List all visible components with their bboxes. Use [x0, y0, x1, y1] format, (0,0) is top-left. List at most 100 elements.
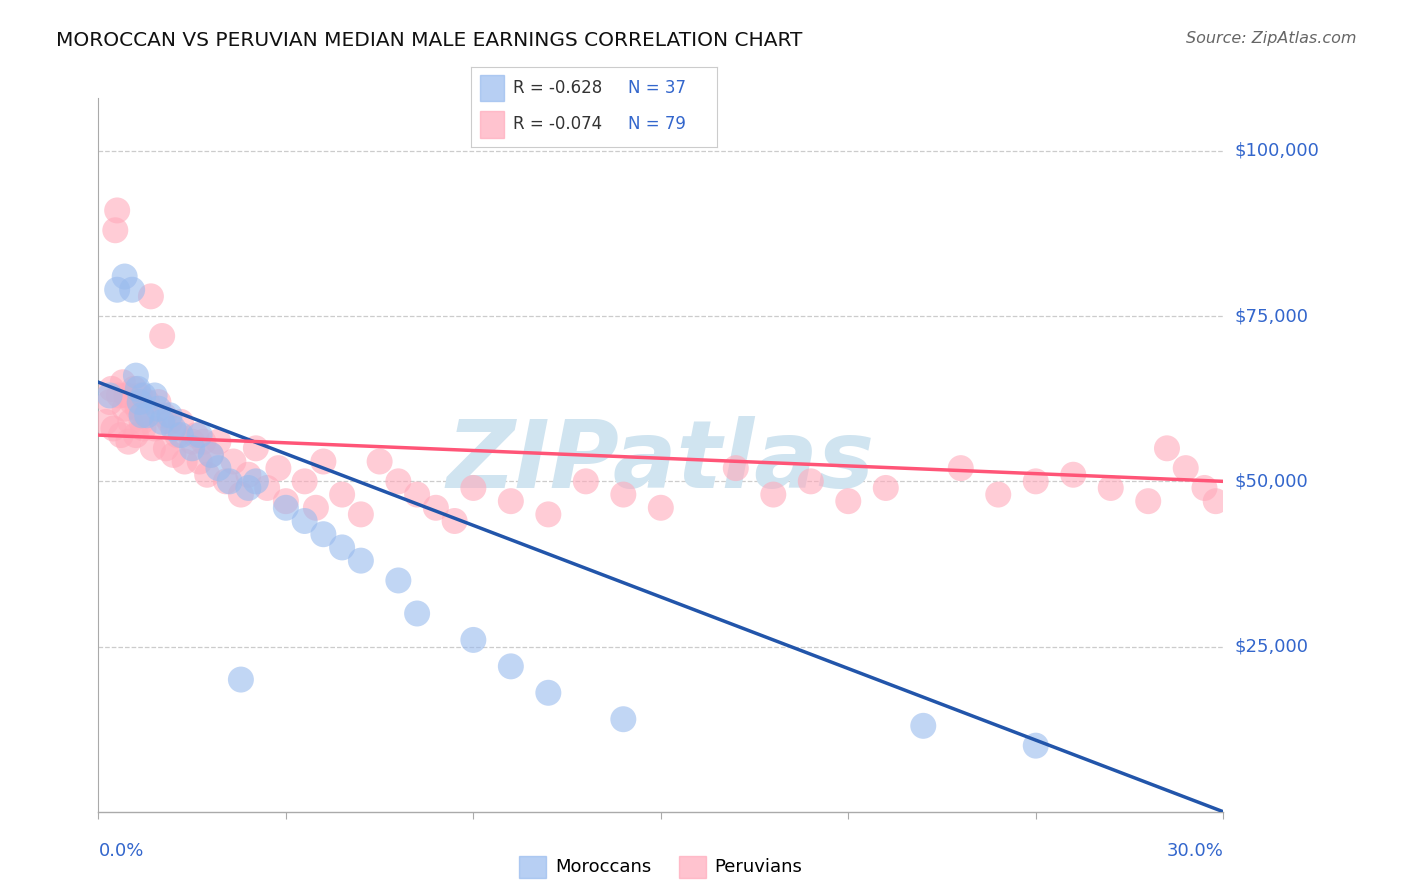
Point	[121, 395, 143, 409]
Point	[136, 395, 159, 409]
Point	[143, 388, 166, 402]
Point	[110, 428, 132, 442]
Point	[238, 481, 260, 495]
Point	[274, 494, 297, 508]
Point	[104, 223, 127, 237]
Point	[912, 719, 935, 733]
Point	[612, 712, 634, 726]
Point	[229, 487, 252, 501]
Point	[98, 388, 121, 402]
Point	[425, 500, 447, 515]
Point	[136, 409, 159, 423]
Point	[800, 475, 823, 489]
Point	[207, 434, 229, 449]
Text: Source: ZipAtlas.com: Source: ZipAtlas.com	[1187, 31, 1357, 46]
Point	[155, 442, 177, 456]
Point	[159, 415, 181, 429]
Point	[153, 409, 176, 423]
Point	[170, 415, 193, 429]
Text: $50,000: $50,000	[1234, 473, 1308, 491]
Text: N = 37: N = 37	[628, 79, 686, 97]
Point	[256, 481, 278, 495]
Point	[200, 448, 222, 462]
Point	[987, 487, 1010, 501]
Point	[274, 500, 297, 515]
Point	[949, 461, 972, 475]
Point	[131, 415, 153, 429]
Point	[173, 454, 195, 468]
Point	[128, 388, 150, 402]
Point	[150, 415, 173, 429]
Point	[117, 434, 139, 449]
Point	[612, 487, 634, 501]
Point	[105, 203, 128, 218]
Point	[132, 421, 155, 435]
Point	[181, 442, 204, 456]
Legend: Moroccans, Peruvians: Moroccans, Peruvians	[512, 848, 810, 885]
Bar	[479, 112, 505, 137]
Point	[229, 673, 252, 687]
Point	[762, 487, 785, 501]
Point	[406, 487, 429, 501]
Point	[245, 475, 267, 489]
Text: 0.0%: 0.0%	[98, 842, 143, 860]
Point	[724, 461, 747, 475]
Point	[1137, 494, 1160, 508]
Point	[387, 574, 409, 588]
Point	[150, 329, 173, 343]
Point	[195, 467, 218, 482]
Point	[1099, 481, 1122, 495]
Point	[575, 475, 598, 489]
Text: 30.0%: 30.0%	[1167, 842, 1223, 860]
Point	[115, 388, 138, 402]
Point	[387, 475, 409, 489]
Point	[294, 514, 316, 528]
Point	[128, 395, 150, 409]
Text: $25,000: $25,000	[1234, 638, 1309, 656]
Point	[499, 659, 522, 673]
Point	[222, 454, 245, 468]
Bar	[479, 75, 505, 102]
Point	[350, 508, 373, 522]
Point	[121, 283, 143, 297]
Point	[406, 607, 429, 621]
Point	[1025, 739, 1047, 753]
Point	[1156, 442, 1178, 456]
Point	[312, 527, 335, 541]
Point	[330, 541, 353, 555]
Point	[100, 382, 122, 396]
Point	[650, 500, 672, 515]
Point	[215, 475, 238, 489]
Point	[294, 475, 316, 489]
Text: $100,000: $100,000	[1234, 142, 1319, 160]
Point	[143, 421, 166, 435]
Point	[122, 382, 145, 396]
Point	[305, 500, 328, 515]
Point	[188, 428, 211, 442]
Point	[127, 401, 149, 416]
Point	[193, 434, 215, 449]
Point	[463, 632, 485, 647]
Point	[139, 289, 162, 303]
Point	[245, 442, 267, 456]
Point	[132, 388, 155, 402]
Point	[162, 421, 184, 435]
Point	[181, 434, 204, 449]
Point	[200, 448, 222, 462]
Text: ZIPatlas: ZIPatlas	[447, 416, 875, 508]
Text: R = -0.628: R = -0.628	[513, 79, 602, 97]
Point	[111, 376, 134, 390]
Point	[1062, 467, 1084, 482]
Point	[114, 269, 136, 284]
Point	[837, 494, 859, 508]
Point	[120, 415, 142, 429]
Text: MOROCCAN VS PERUVIAN MEDIAN MALE EARNINGS CORRELATION CHART: MOROCCAN VS PERUVIAN MEDIAN MALE EARNING…	[56, 31, 803, 50]
Text: $75,000: $75,000	[1234, 307, 1309, 326]
Point	[159, 409, 181, 423]
Point	[537, 686, 560, 700]
Point	[108, 388, 131, 402]
Point	[207, 461, 229, 475]
Point	[330, 487, 353, 501]
Point	[125, 428, 148, 442]
Point	[98, 395, 121, 409]
